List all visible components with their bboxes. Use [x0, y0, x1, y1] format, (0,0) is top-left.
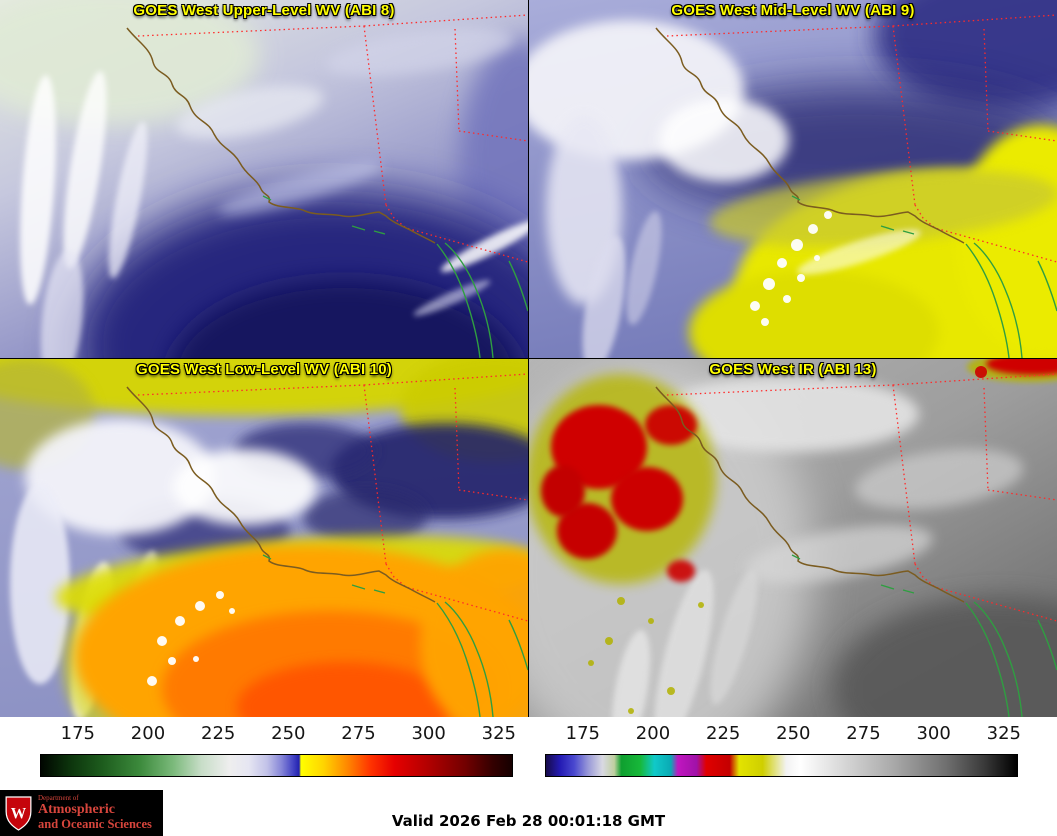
colorbar-tick: 225 [705, 723, 741, 744]
valid-timestamp: Valid 2026 Feb 28 00:01:18 GMT [391, 812, 666, 830]
colorbar-tick: 300 [411, 723, 446, 744]
uw-crest-icon: W [5, 795, 32, 831]
colorbar-tick: 300 [916, 723, 951, 744]
ir-colorbar-ticks: 175 200 225 250 275 300 325 [545, 723, 1021, 751]
satellite-panel-grid: GOES West Upper-Level WV (ABI 8) [0, 0, 1057, 717]
upper-level-wv-image [0, 0, 528, 358]
ir-colorbar [545, 754, 1018, 777]
colorbar-tick: 175 [565, 723, 601, 744]
colorbar-tick: 225 [200, 723, 236, 744]
panel-title-ir: GOES West IR (ABI 13) [709, 361, 877, 378]
panel-low-level-wv: GOES West Low-Level WV (ABI 10) [0, 359, 528, 717]
panel-mid-level-wv: GOES West Mid-Level WV (ABI 9) [529, 0, 1057, 358]
panel-title-mid-level-wv: GOES West Mid-Level WV (ABI 9) [671, 2, 915, 19]
logo-text: Department of Atmospheric and Oceanic Sc… [38, 793, 152, 831]
mid-level-wv-image [529, 0, 1057, 358]
colorbar-scales: 175 200 225 250 275 300 325 175 200 225 … [0, 717, 1057, 786]
colorbar-tick: 200 [635, 723, 671, 744]
colorbar-tick: 250 [271, 723, 306, 744]
low-level-wv-image [0, 359, 528, 717]
panel-ir: GOES West IR (ABI 13) [529, 359, 1057, 717]
crest-letter: W [11, 805, 27, 822]
panel-title-upper-level-wv: GOES West Upper-Level WV (ABI 8) [133, 2, 395, 19]
logo-dept-of: Department of [38, 793, 79, 802]
panel-title-low-level-wv: GOES West Low-Level WV (ABI 10) [136, 361, 392, 378]
uw-aos-logo: W Department of Atmospheric and Oceanic … [0, 790, 163, 836]
colorbar-tick: 325 [481, 723, 516, 744]
colorbar-tick: 250 [776, 723, 811, 744]
colorbar-tick: 275 [846, 723, 881, 744]
ir-image [529, 359, 1057, 717]
logo-oceanic-sciences: and Oceanic Sciences [38, 816, 152, 831]
ir-colorbar-group: 175 200 225 250 275 300 325 [545, 723, 1021, 777]
footer: W Department of Atmospheric and Oceanic … [0, 786, 1057, 836]
colorbar-tick: 275 [341, 723, 376, 744]
wv-colorbar [40, 754, 513, 777]
logo-atmospheric: Atmospheric [38, 802, 115, 818]
colorbar-tick: 175 [60, 723, 96, 744]
wv-colorbar-ticks: 175 200 225 250 275 300 325 [40, 723, 516, 751]
colorbar-tick: 200 [130, 723, 166, 744]
panel-upper-level-wv: GOES West Upper-Level WV (ABI 8) [0, 0, 528, 358]
wv-colorbar-group: 175 200 225 250 275 300 325 [40, 723, 516, 777]
colorbar-tick: 325 [986, 723, 1021, 744]
